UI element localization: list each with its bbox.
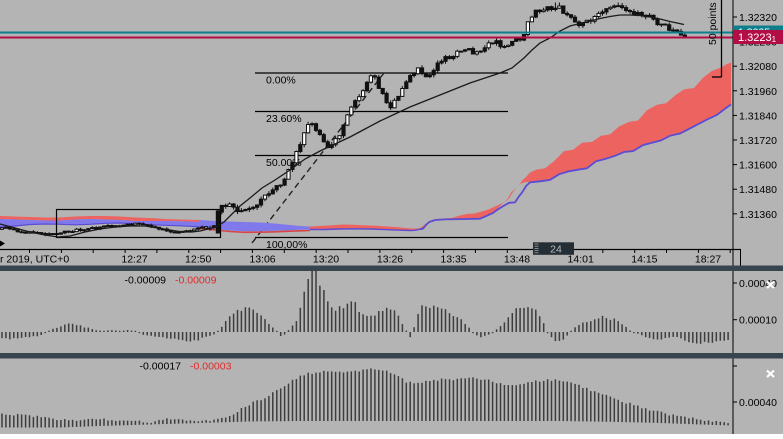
svg-text:1.31600: 1.31600	[739, 160, 777, 172]
svg-text:1.31960: 1.31960	[739, 86, 777, 98]
svg-text:23.60%: 23.60%	[266, 113, 302, 125]
svg-text:13:48: 13:48	[504, 254, 530, 266]
svg-text:12:50: 12:50	[185, 254, 211, 266]
svg-text:1.31480: 1.31480	[739, 184, 777, 196]
svg-text:13:06: 13:06	[249, 254, 275, 266]
svg-text:100,00%: 100,00%	[266, 239, 307, 251]
svg-text:18:27: 18:27	[695, 254, 721, 266]
svg-text:13:26: 13:26	[377, 254, 403, 266]
svg-text:r 2019, UTC+0: r 2019, UTC+0	[0, 254, 69, 266]
svg-text:0.00010: 0.00010	[739, 315, 777, 327]
svg-text:-0.00009: -0.00009	[175, 275, 217, 287]
svg-text:-0.00003: -0.00003	[190, 361, 232, 373]
svg-text:0.00%: 0.00%	[266, 75, 296, 87]
svg-text:24: 24	[550, 244, 562, 256]
svg-text:1.31360: 1.31360	[739, 209, 777, 221]
svg-text:13:35: 13:35	[440, 254, 466, 266]
svg-text:-0.00017: -0.00017	[140, 361, 182, 373]
svg-text:13:20: 13:20	[313, 254, 339, 266]
svg-text:0.00040: 0.00040	[739, 397, 777, 409]
svg-text:1.32231: 1.32231	[738, 32, 777, 44]
svg-text:14:15: 14:15	[631, 254, 657, 266]
svg-text:14:01: 14:01	[568, 254, 594, 266]
svg-text:12:27: 12:27	[121, 254, 147, 266]
svg-text:-0.00009: -0.00009	[125, 275, 167, 287]
svg-text:1.32080: 1.32080	[739, 61, 777, 73]
svg-text:50 points: 50 points	[707, 2, 719, 45]
svg-text:1.31720: 1.31720	[739, 135, 777, 147]
svg-text:1.31840: 1.31840	[739, 110, 777, 122]
svg-text:1.32320: 1.32320	[739, 12, 777, 24]
